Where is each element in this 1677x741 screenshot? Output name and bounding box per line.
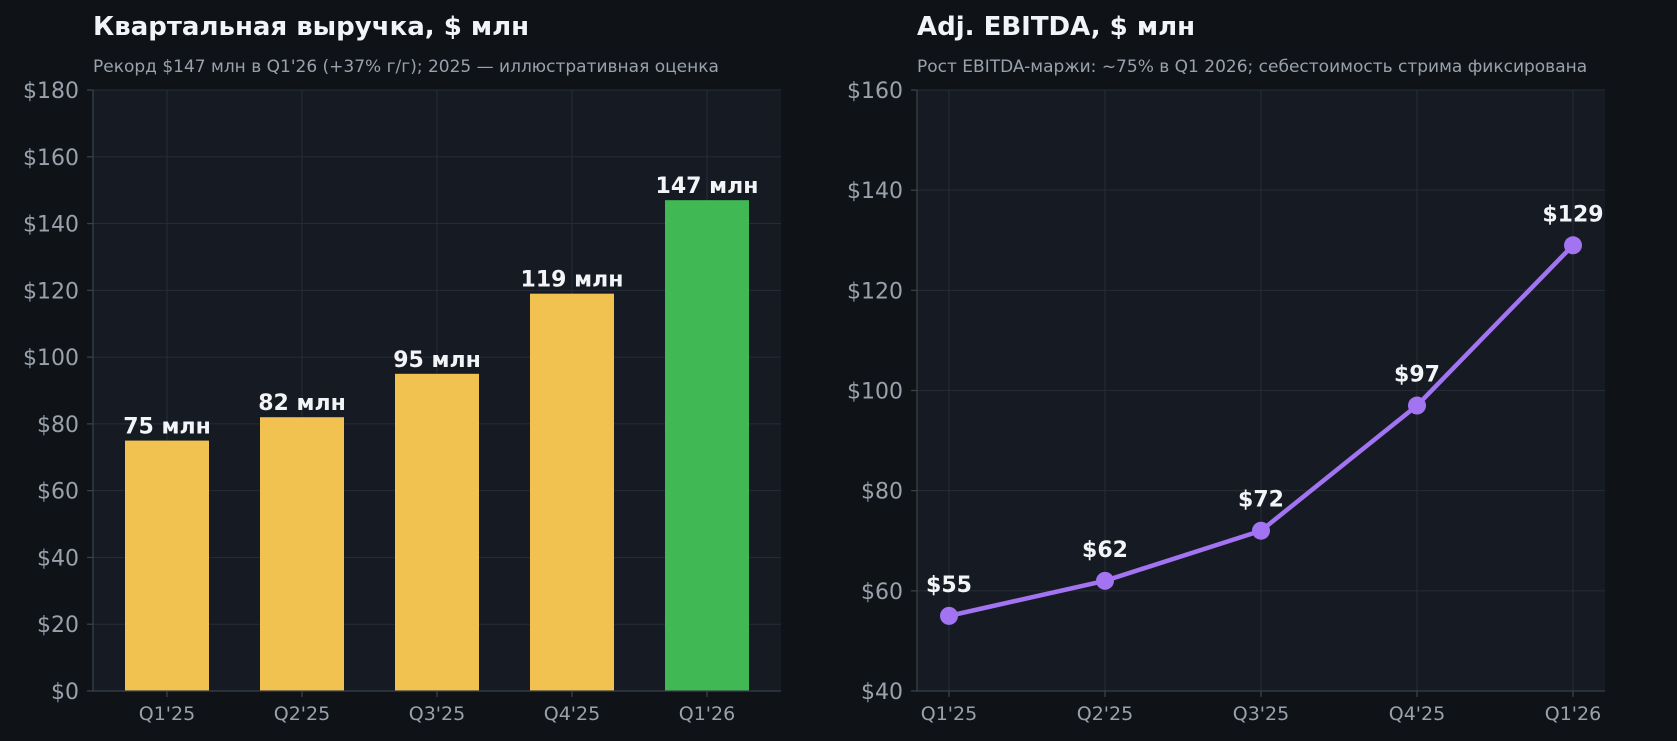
bar [395, 373, 479, 691]
point-data-label: $72 [1238, 488, 1284, 513]
y-tick-label: $100 [23, 346, 79, 371]
y-tick-label: $80 [861, 480, 903, 505]
x-tick-label: Q3'25 [1233, 703, 1289, 725]
y-tick-label: $60 [37, 480, 79, 505]
y-tick-label: $40 [861, 680, 903, 705]
data-point [940, 606, 958, 625]
y-tick-label: $160 [847, 79, 903, 104]
ebitda-axes: $40 $60 $80 $100 $120 $140 $160 Q1'25 Q2'25 Q3'25… [847, 79, 1605, 725]
bar-data-label: 119 млн [521, 268, 624, 293]
y-tick-label: $140 [23, 213, 79, 238]
x-tick-label: Q2'25 [1077, 703, 1133, 725]
ebitda-chart-subtitle: Рост EBITDA-маржи: ~75% в Q1 2026; себес… [917, 57, 1587, 77]
x-tick-label: Q3'25 [409, 703, 465, 725]
ebitda-chart: Adj. EBITDA, $ млн Рост EBITDA-маржи: ~7… [847, 12, 1605, 725]
y-tick-label: $40 [37, 546, 79, 571]
x-tick-label: Q4'25 [544, 703, 600, 725]
ebitda-data-labels: $55 $62 $72 $97 $129 [926, 202, 1604, 598]
point-data-label: $55 [926, 573, 972, 598]
y-tick-label: $60 [861, 580, 903, 605]
bar [125, 440, 209, 691]
x-tick-label: Q4'25 [1389, 703, 1445, 725]
y-tick-label: $120 [23, 279, 79, 304]
revenue-bars [125, 200, 749, 691]
x-tick-label: Q1'26 [679, 703, 735, 725]
x-tick-label: Q2'25 [274, 703, 330, 725]
data-point [1564, 236, 1582, 255]
revenue-chart-title: Квартальная выручка, $ млн [93, 12, 529, 42]
ebitda-line-series [940, 236, 1582, 625]
data-point [1408, 396, 1426, 415]
y-tick-label: $100 [847, 380, 903, 405]
y-tick-label: $180 [23, 79, 79, 104]
bar-data-label: 75 млн [123, 415, 211, 440]
bar-data-label: 147 млн [656, 174, 759, 199]
bar [260, 417, 344, 691]
y-tick-label: $120 [847, 279, 903, 304]
y-tick-label: $20 [37, 613, 79, 638]
bar-data-label: 95 млн [393, 348, 481, 373]
ebitda-grid [917, 89, 1605, 692]
point-data-label: $62 [1082, 538, 1128, 563]
revenue-chart-subtitle: Рекорд $147 млн в Q1'26 (+37% г/г); 2025… [93, 57, 719, 77]
bar [665, 200, 749, 691]
bar-data-label: 82 млн [258, 391, 346, 416]
x-tick-label: Q1'25 [139, 703, 195, 725]
revenue-axes: $0 $20 $40 $60 $80 $100 $120 $140 $160 $180 Q1'25 Q… [23, 79, 781, 725]
point-data-label: $129 [1542, 202, 1603, 227]
x-tick-label: Q1'25 [921, 703, 977, 725]
y-tick-label: $160 [23, 146, 79, 171]
revenue-chart: Квартальная выручка, $ млн Рекорд $147 м… [23, 12, 781, 725]
data-point [1096, 571, 1114, 590]
y-tick-label: $140 [847, 179, 903, 204]
x-tick-label: Q1'26 [1545, 703, 1601, 725]
revenue-data-labels: 75 млн 82 млн 95 млн 119 млн 147 млн [123, 174, 758, 439]
data-point [1252, 521, 1270, 540]
ebitda-chart-title: Adj. EBITDA, $ млн [917, 12, 1195, 42]
point-data-label: $97 [1394, 363, 1440, 388]
bar [530, 293, 614, 691]
y-tick-label: $80 [37, 413, 79, 438]
y-tick-label: $0 [51, 680, 79, 705]
